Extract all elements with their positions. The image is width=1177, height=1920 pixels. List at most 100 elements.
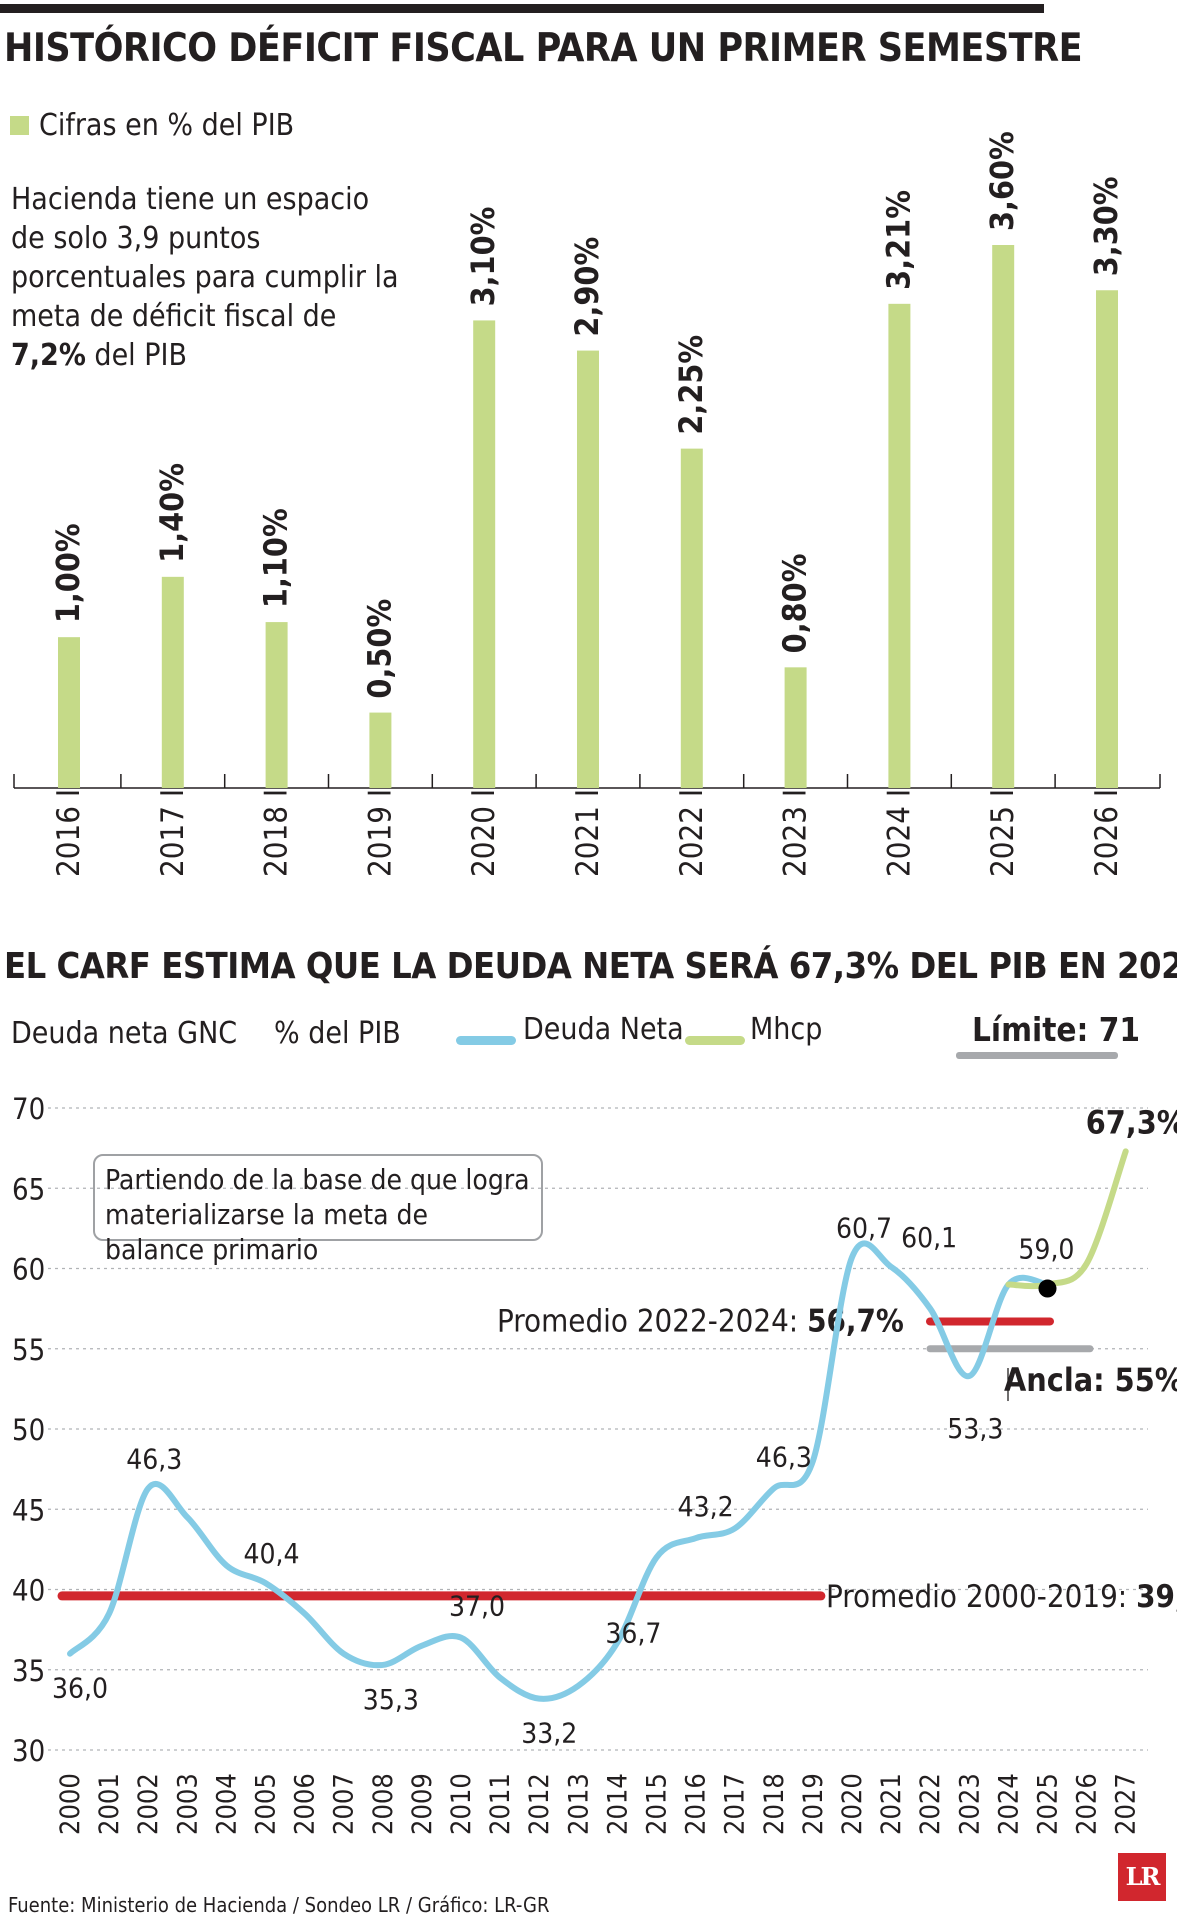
x-tick-label: 2027 bbox=[1111, 1773, 1142, 1835]
bar bbox=[888, 303, 911, 788]
promedio-2022-2024-value: 56,7% bbox=[807, 1303, 904, 1339]
chart1-legend: Cifras en % del PIB bbox=[10, 108, 294, 143]
x-tick-label: 2018 I bbox=[259, 789, 295, 877]
x-tick-label: 2025 bbox=[1033, 1773, 1064, 1835]
legend-label: Cifras en % del PIB bbox=[39, 108, 295, 143]
x-tick-label: 2022 bbox=[915, 1773, 946, 1835]
callout-box: Partiendo de la base de que logra materi… bbox=[93, 1154, 543, 1266]
data-label: 33,2 bbox=[521, 1717, 577, 1750]
x-tick-label: 2021 bbox=[876, 1773, 907, 1835]
x-tick-label: 2020 bbox=[837, 1773, 868, 1835]
x-tick-label: 2001 bbox=[94, 1773, 125, 1835]
mhcp-line bbox=[1005, 1148, 1129, 1290]
y-tick-label: 60 bbox=[12, 1253, 45, 1287]
promedio-2000-2019-label: Promedio 2000-2019: 39,6% bbox=[826, 1579, 1177, 1615]
limit-label: Límite: 71 bbox=[972, 1010, 1141, 1049]
x-tick-label: 2019 I bbox=[362, 789, 398, 877]
promedio-2000-2019-value: 39,6% bbox=[1136, 1579, 1177, 1615]
x-tick-label: 2008 bbox=[368, 1773, 399, 1835]
data-label: 46,3 bbox=[126, 1442, 182, 1475]
bar-value-label: 3,21% bbox=[879, 190, 917, 290]
x-tick-label: 2006 bbox=[290, 1773, 321, 1835]
bar-value-label: 0,50% bbox=[360, 599, 398, 699]
bar-value-label: 0,80% bbox=[776, 553, 814, 653]
y-tick-label: 45 bbox=[12, 1493, 45, 1527]
bar-value-label: 1,10% bbox=[257, 508, 295, 608]
y-tick-label: 50 bbox=[12, 1413, 45, 1447]
source-note: Fuente: Ministerio de Hacienda / Sondeo … bbox=[8, 1893, 550, 1917]
legend-mhcp-line bbox=[685, 1036, 745, 1045]
data-label: 46,3 bbox=[756, 1440, 812, 1473]
data-label: 36,7 bbox=[605, 1616, 661, 1649]
legend-deuda-label: Deuda Neta bbox=[523, 1012, 684, 1047]
x-tick-label: 2002 bbox=[133, 1773, 164, 1835]
top-rule bbox=[0, 4, 1044, 13]
bar bbox=[265, 622, 288, 788]
bar-value-label: 1,00% bbox=[49, 523, 87, 623]
x-tick-label: 2011 bbox=[485, 1773, 516, 1835]
x-tick-label: 2010 bbox=[446, 1773, 477, 1835]
x-tick-label: 2023 bbox=[954, 1773, 985, 1835]
y-tick-label: 70 bbox=[12, 1092, 45, 1126]
legend-mhcp-label: Mhcp bbox=[750, 1012, 823, 1047]
bar-value-label: 2,90% bbox=[568, 237, 606, 337]
x-tick-label: 2017 bbox=[720, 1773, 751, 1835]
y-tick-label: 55 bbox=[12, 1333, 45, 1367]
bar bbox=[992, 245, 1015, 788]
bar bbox=[577, 350, 599, 788]
x-tick-label: 2024 bbox=[993, 1773, 1024, 1835]
x-tick-label: 2026 bbox=[1072, 1773, 1103, 1835]
y-tick-label: 30 bbox=[12, 1734, 45, 1768]
x-tick-label: 2014 bbox=[602, 1773, 633, 1835]
x-tick-label: 2024 I bbox=[881, 789, 917, 877]
lr-logo: LR bbox=[1118, 1853, 1166, 1901]
chart2-title: EL CARF ESTIMA QUE LA DEUDA NETA SERÁ 67… bbox=[4, 946, 1177, 987]
bar bbox=[161, 576, 184, 788]
x-tick-label: 2018 bbox=[759, 1773, 790, 1835]
data-label: 37,0 bbox=[449, 1590, 505, 1623]
bar bbox=[473, 320, 496, 788]
bar bbox=[58, 637, 80, 788]
x-tick-label: 2015 bbox=[642, 1773, 673, 1835]
y-tick-label: 35 bbox=[12, 1654, 45, 1688]
data-label: 59,0 bbox=[1018, 1233, 1074, 1266]
data-label: 36,0 bbox=[52, 1672, 108, 1705]
x-tick-label: 2012 bbox=[524, 1773, 555, 1835]
chart2-unit: % del PIB bbox=[274, 1016, 401, 1051]
bar-value-label: 3,10% bbox=[464, 207, 502, 307]
x-tick-label: 2005 bbox=[251, 1773, 282, 1835]
x-tick-label: 2023 I bbox=[778, 789, 814, 877]
x-tick-label: 2021 I bbox=[570, 789, 606, 877]
deuda-neta-line bbox=[67, 1240, 1051, 1702]
chart2-ylabel: Deuda neta GNC bbox=[11, 1016, 238, 1051]
bar-value-label: 3,60% bbox=[983, 131, 1021, 231]
x-tick-label: 2016 bbox=[681, 1773, 712, 1835]
marker-2025 bbox=[1038, 1279, 1057, 1298]
x-tick-label: 2022 I bbox=[674, 789, 710, 877]
x-tick-label: 2025 I bbox=[985, 789, 1021, 877]
ancla-label: Ancla: 55% bbox=[1004, 1361, 1177, 1399]
note-text: Hacienda tiene un espacio de solo 3,9 pu… bbox=[11, 182, 399, 334]
data-label: 53,3 bbox=[947, 1412, 1003, 1445]
line-chart: 70 65 60 55 50 45 40 35 30 2000 2001 2002 2003 2004 20… bbox=[12, 1092, 1177, 1835]
chart1-note: Hacienda tiene un espacio de solo 3,9 pu… bbox=[11, 180, 411, 375]
bar-value-label: 3,30% bbox=[1087, 176, 1125, 276]
bar-chart: 1,00% 2016 I 1,40% 2017 I 1,10% 2018 I 0,50% 20… bbox=[13, 131, 1161, 877]
bar bbox=[784, 667, 807, 788]
data-label: 60,7 bbox=[836, 1211, 892, 1244]
bar bbox=[369, 712, 392, 788]
x-tick-label: 2016 I bbox=[51, 789, 87, 877]
bar bbox=[680, 448, 703, 788]
x-tick-label: 2009 bbox=[407, 1773, 438, 1835]
bar bbox=[1096, 290, 1118, 788]
y-tick-label: 65 bbox=[12, 1172, 45, 1206]
x-tick-label: 2003 bbox=[172, 1773, 203, 1835]
x-tick-label: 2026 I bbox=[1089, 789, 1125, 877]
x-tick-label: 2004 bbox=[211, 1773, 242, 1835]
x-tick-label: 2019 bbox=[798, 1773, 829, 1835]
note-tail: del PIB bbox=[85, 338, 187, 373]
limit-bar bbox=[956, 1052, 1118, 1059]
data-label: 40,4 bbox=[244, 1537, 300, 1570]
x-tick-label: 2013 bbox=[563, 1773, 594, 1835]
note-bold: 7,2% bbox=[11, 338, 86, 373]
